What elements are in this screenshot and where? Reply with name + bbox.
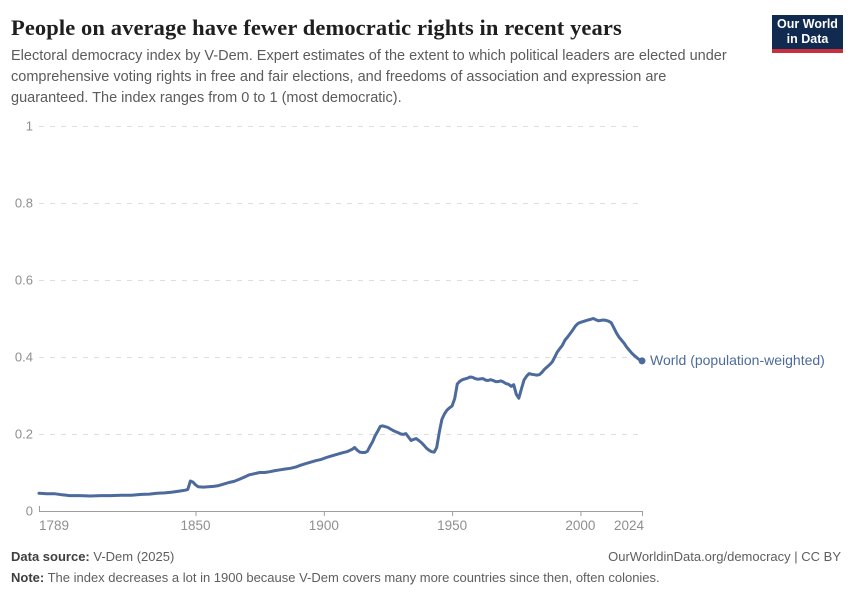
y-tick-label: 1: [26, 119, 33, 134]
y-tick-label: 0.4: [15, 350, 33, 365]
series-end-dot: [638, 357, 646, 365]
note-label: Note:: [11, 570, 45, 585]
credit-link[interactable]: OurWorldinData.org/democracy | CC BY: [608, 549, 841, 564]
x-tick-label: 2024: [614, 518, 645, 533]
y-tick-label: 0.2: [15, 427, 33, 442]
data-source-line: Data source: V-Dem (2025): [11, 549, 841, 564]
y-tick-label: 0: [26, 504, 33, 519]
x-tick-label: 1789: [39, 518, 69, 533]
owid-logo[interactable]: Our World in Data: [772, 15, 843, 53]
owid-logo-line2: in Data: [786, 32, 829, 46]
series-label: World (population-weighted): [650, 351, 825, 368]
world-series-line: [37, 317, 644, 498]
y-tick-label: 0.8: [15, 196, 33, 211]
x-tick-label: 1850: [180, 518, 210, 533]
note-line: Note: The index decreases a lot in 1900 …: [11, 570, 841, 585]
x-tick-label: 1950: [437, 518, 467, 533]
note-value: The index decreases a lot in 1900 becaus…: [44, 570, 660, 585]
chart-subtitle: Electoral democracy index by V-Dem. Expe…: [11, 48, 727, 106]
data-source-value: V-Dem (2025): [89, 549, 175, 564]
chart-title: People on average have fewer democratic …: [11, 15, 622, 40]
x-tick-label: 2000: [565, 518, 595, 533]
owid-logo-line1: Our World: [777, 17, 838, 31]
y-tick-label: 0.6: [15, 273, 33, 288]
data-source-label: Data source:: [11, 549, 90, 564]
x-tick-label: 1900: [309, 518, 339, 533]
